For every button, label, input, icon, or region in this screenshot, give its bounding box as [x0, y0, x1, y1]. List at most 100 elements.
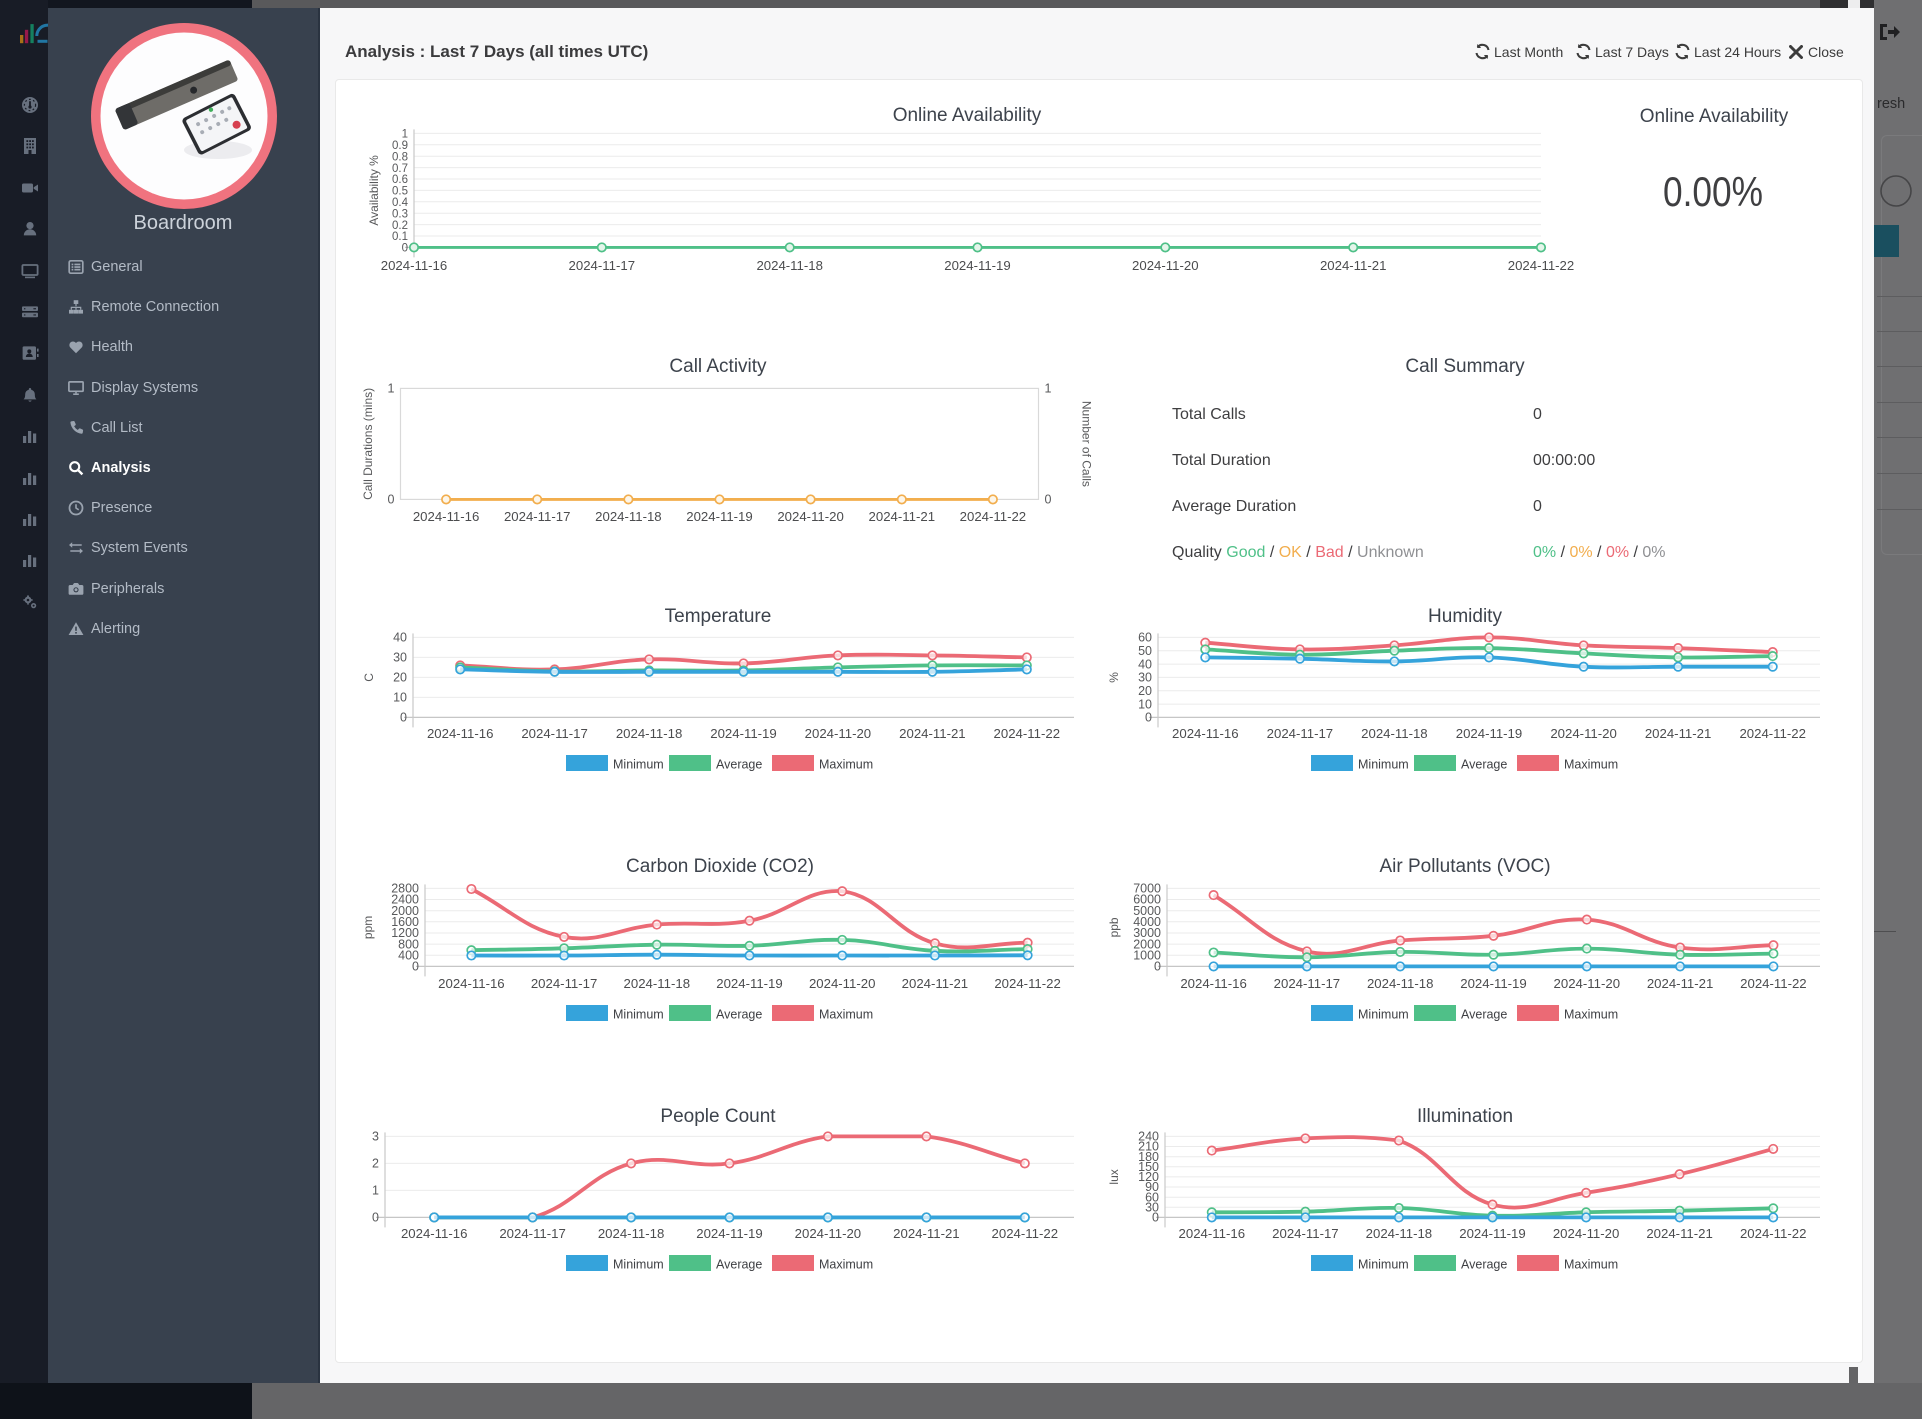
svg-text:Availability %: Availability % [367, 155, 381, 226]
svg-text:60: 60 [1145, 1190, 1159, 1204]
svg-text:120: 120 [1138, 1170, 1159, 1184]
svg-text:3000: 3000 [1133, 926, 1161, 940]
svg-text:0: 0 [1533, 406, 1542, 423]
svg-text:2024-11-19: 2024-11-19 [686, 509, 752, 524]
svg-text:Minimum: Minimum [1358, 1258, 1409, 1272]
svg-text:2024-11-20: 2024-11-20 [1132, 258, 1198, 273]
svg-text:Call Activity: Call Activity [669, 356, 767, 377]
svg-text:0.7: 0.7 [392, 163, 408, 175]
svg-text:2024-11-18: 2024-11-18 [756, 258, 822, 273]
svg-text:Average: Average [716, 758, 762, 772]
svg-text:Call Durations (mins): Call Durations (mins) [361, 388, 375, 500]
svg-text:0.2: 0.2 [392, 220, 408, 232]
svg-text:Minimum: Minimum [1358, 758, 1409, 772]
svg-text:2024-11-21: 2024-11-21 [869, 509, 935, 524]
svg-text:30: 30 [1138, 671, 1152, 685]
svg-text:ppb: ppb [1107, 917, 1121, 937]
svg-text:Maximum: Maximum [1564, 1008, 1618, 1022]
svg-text:Maximum: Maximum [1564, 758, 1618, 772]
svg-text:10: 10 [393, 691, 407, 705]
svg-text:0.1: 0.1 [392, 231, 408, 243]
svg-text:Maximum: Maximum [1564, 1258, 1618, 1272]
svg-text:2024-11-17: 2024-11-17 [499, 1226, 565, 1241]
svg-text:Minimum: Minimum [1358, 1008, 1409, 1022]
svg-text:Average: Average [1461, 1008, 1507, 1022]
svg-text:40: 40 [1138, 657, 1152, 671]
svg-text:0: 0 [402, 243, 408, 255]
svg-text:40: 40 [393, 631, 407, 645]
svg-text:Humidity: Humidity [1428, 606, 1502, 627]
svg-text:0: 0 [412, 960, 419, 974]
svg-text:2024-11-22: 2024-11-22 [1740, 1226, 1806, 1241]
svg-text:Average: Average [716, 1258, 762, 1272]
svg-text:2024-11-17: 2024-11-17 [531, 976, 597, 991]
svg-text:Minimum: Minimum [613, 1008, 664, 1022]
svg-text:4000: 4000 [1133, 915, 1161, 929]
svg-text:2400: 2400 [391, 893, 419, 907]
svg-text:2024-11-21: 2024-11-21 [1645, 726, 1711, 741]
svg-text:Average Duration: Average Duration [1172, 498, 1296, 515]
svg-text:ppm: ppm [361, 916, 375, 939]
svg-text:Quality Good / OK / Bad / Unkn: Quality Good / OK / Bad / Unknown [1172, 544, 1424, 561]
svg-text:0.8: 0.8 [392, 151, 408, 163]
svg-text:3: 3 [372, 1130, 379, 1144]
svg-text:2024-11-22: 2024-11-22 [1508, 258, 1574, 273]
svg-text:2024-11-16: 2024-11-16 [1180, 976, 1246, 991]
svg-text:0.3: 0.3 [392, 208, 408, 220]
svg-text:2024-11-16: 2024-11-16 [381, 258, 447, 273]
svg-text:2024-11-16: 2024-11-16 [427, 726, 493, 741]
svg-text:Maximum: Maximum [819, 1258, 873, 1272]
svg-text:Maximum: Maximum [819, 758, 873, 772]
svg-text:Minimum: Minimum [613, 1258, 664, 1272]
svg-text:2024-11-20: 2024-11-20 [805, 726, 871, 741]
svg-text:2024-11-18: 2024-11-18 [1361, 726, 1427, 741]
svg-text:0% / 0% / 0% / 0%: 0% / 0% / 0% / 0% [1533, 544, 1666, 561]
svg-text:30: 30 [1145, 1201, 1159, 1215]
svg-text:2024-11-19: 2024-11-19 [710, 726, 776, 741]
svg-text:60: 60 [1138, 631, 1152, 645]
svg-text:2024-11-22: 2024-11-22 [994, 726, 1060, 741]
svg-text:2024-11-21: 2024-11-21 [1320, 258, 1386, 273]
svg-text:90: 90 [1145, 1180, 1159, 1194]
svg-text:2024-11-20: 2024-11-20 [1550, 726, 1616, 741]
svg-text:Carbon Dioxide (CO2): Carbon Dioxide (CO2) [626, 856, 814, 877]
svg-text:Total Calls: Total Calls [1172, 406, 1246, 423]
svg-text:2024-11-17: 2024-11-17 [504, 509, 570, 524]
svg-text:2024-11-22: 2024-11-22 [960, 509, 1026, 524]
svg-text:30: 30 [393, 651, 407, 665]
svg-text:0.6: 0.6 [392, 174, 408, 186]
svg-text:2024-11-21: 2024-11-21 [902, 976, 968, 991]
svg-text:2024-11-18: 2024-11-18 [624, 976, 690, 991]
svg-text:Total Duration: Total Duration [1172, 452, 1271, 469]
svg-text:2024-11-22: 2024-11-22 [992, 1226, 1058, 1241]
svg-text:20: 20 [393, 671, 407, 685]
svg-text:Online Availability: Online Availability [893, 105, 1042, 126]
svg-text:Call Summary: Call Summary [1405, 356, 1525, 377]
svg-text:2024-11-17: 2024-11-17 [1272, 1226, 1338, 1241]
svg-text:1200: 1200 [391, 926, 419, 940]
svg-text:2024-11-19: 2024-11-19 [1460, 976, 1526, 991]
svg-text:2024-11-21: 2024-11-21 [899, 726, 965, 741]
svg-text:Air Pollutants (VOC): Air Pollutants (VOC) [1379, 856, 1550, 877]
svg-text:210: 210 [1138, 1140, 1159, 1154]
svg-text:0: 0 [400, 711, 407, 725]
svg-text:2024-11-20: 2024-11-20 [795, 1226, 861, 1241]
svg-text:0.5: 0.5 [392, 186, 408, 198]
svg-text:00:00:00: 00:00:00 [1533, 452, 1595, 469]
svg-text:2024-11-19: 2024-11-19 [696, 1226, 762, 1241]
svg-text:Average: Average [1461, 758, 1507, 772]
svg-text:1: 1 [388, 382, 395, 396]
svg-text:2024-11-22: 2024-11-22 [994, 976, 1060, 991]
svg-text:2024-11-22: 2024-11-22 [1739, 726, 1805, 741]
svg-text:1: 1 [1045, 382, 1052, 396]
svg-text:Average: Average [716, 1008, 762, 1022]
svg-text:Average: Average [1461, 1258, 1507, 1272]
svg-text:2024-11-18: 2024-11-18 [1366, 1226, 1432, 1241]
svg-text:2024-11-19: 2024-11-19 [944, 258, 1010, 273]
svg-text:2024-11-20: 2024-11-20 [1553, 1226, 1619, 1241]
svg-text:2: 2 [372, 1157, 379, 1171]
svg-text:2024-11-20: 2024-11-20 [1554, 976, 1620, 991]
svg-text:2024-11-18: 2024-11-18 [616, 726, 682, 741]
svg-text:2024-11-16: 2024-11-16 [1172, 726, 1238, 741]
svg-text:2024-11-18: 2024-11-18 [1367, 976, 1433, 991]
